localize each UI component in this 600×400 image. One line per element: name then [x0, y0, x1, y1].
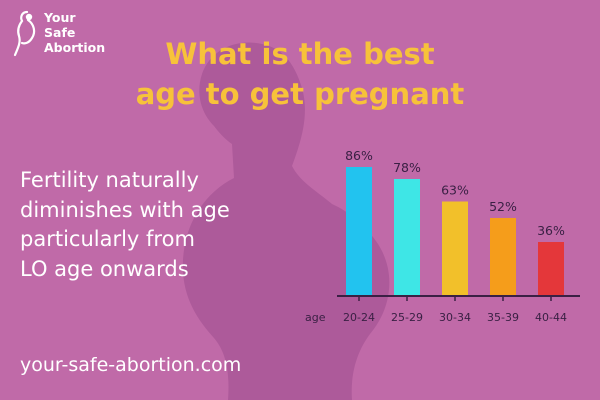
brand-name: Your Safe Abortion [44, 10, 105, 55]
bar-35-39 [490, 218, 516, 296]
x-tick-35-39: 35-39 [487, 311, 519, 324]
brand-line-2: Safe [44, 25, 76, 40]
bar-30-34 [442, 201, 468, 296]
value-label-25-29: 78% [393, 160, 421, 175]
x-tick-40-44: 40-44 [535, 311, 567, 324]
body-line-3: particularly from [20, 227, 195, 251]
body-line-1: Fertility naturally [20, 168, 199, 192]
footer-url: your-safe-abortion.com [20, 354, 242, 376]
brand-line-1: Your [44, 10, 76, 25]
logo-mark-icon [13, 10, 36, 57]
value-label-35-39: 52% [489, 199, 517, 214]
bar-25-29 [394, 179, 420, 296]
value-label-30-34: 63% [441, 183, 469, 198]
bar-40-44 [538, 242, 564, 296]
brand-line-3: Abortion [44, 40, 106, 55]
brand-logo: Your Safe Abortion [12, 10, 105, 58]
x-tick-25-29: 25-29 [391, 311, 423, 324]
value-label-20-24: 86% [345, 148, 373, 163]
value-label-40-44: 36% [537, 223, 565, 238]
x-tick-20-24: 20-24 [343, 311, 375, 324]
headline-line-1: What is the best [165, 37, 435, 71]
headline-line-2: age to get pregnant [135, 77, 465, 111]
x-tick-30-34: 30-34 [439, 311, 471, 324]
body-paragraph: Fertility naturally diminishes with age … [20, 166, 360, 284]
body-line-2: diminishes with age [20, 197, 230, 222]
body-line-4: LO age onwards [20, 256, 189, 281]
x-axis-label: age [305, 311, 326, 324]
bar-20-24 [346, 167, 372, 296]
